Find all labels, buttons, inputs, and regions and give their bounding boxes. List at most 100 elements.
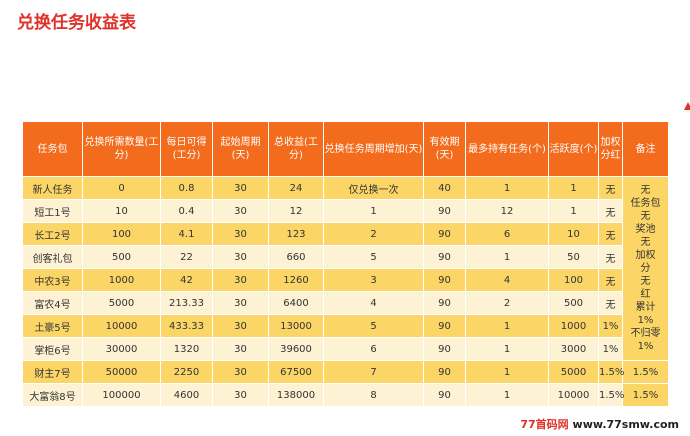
- table-cell: 138000: [268, 383, 324, 407]
- table-cell: 无: [598, 199, 623, 223]
- table-cell: 90: [423, 291, 466, 315]
- table-cell: 42: [160, 268, 213, 292]
- table-cell: 1: [465, 245, 549, 269]
- table-cell: 无: [598, 245, 623, 269]
- table-cell: 50000: [82, 360, 161, 384]
- remark-text: 分: [640, 263, 651, 274]
- table-cell: 10: [82, 199, 161, 223]
- remark-overlap-value: 无: [640, 237, 651, 248]
- column-header: 有效期(天): [423, 121, 466, 177]
- table-cell: 1260: [268, 268, 324, 292]
- table-row: 土豪5号 10000 433.33 30 13000 5 90 1 1000 1%: [22, 314, 669, 338]
- table-cell: 30: [212, 176, 269, 200]
- table-cell: 90: [423, 222, 466, 246]
- table-cell: 4: [323, 291, 424, 315]
- table-cell: 中农3号: [22, 268, 83, 292]
- table-cell: 30: [212, 383, 269, 407]
- remark-overlap-value: 1%: [637, 315, 654, 326]
- table-cell: 1.5%: [598, 383, 624, 407]
- table-cell: 30000: [82, 337, 161, 361]
- table-cell: 无: [598, 176, 623, 200]
- table-cell: 5000: [548, 360, 599, 384]
- remark-overlap-value: 无: [640, 276, 651, 287]
- table-cell: 90: [423, 337, 466, 361]
- table-cell: 1.5%: [598, 360, 624, 384]
- table-cell: 40: [423, 176, 466, 200]
- table-row: 大富翁8号 100000 4600 30 138000 8 90 1 10000 1.5% 1.5%: [22, 383, 669, 407]
- watermark: 77首码网 www.77smw.com: [517, 416, 682, 432]
- table-cell: 短工1号: [22, 199, 83, 223]
- remark-text: 无: [640, 185, 651, 196]
- table-row: 长工2号 100 4.1 30 123 2 90 6 10 无: [22, 222, 669, 246]
- column-header: 兑换任务周期增加(天): [323, 121, 424, 177]
- table-cell: 30: [212, 268, 269, 292]
- table-cell: 10: [548, 222, 599, 246]
- table-cell: 2250: [160, 360, 213, 384]
- table-row: 富农4号 5000 213.33 30 6400 4 90 2 500 无: [22, 291, 669, 315]
- remark-text: 不归零: [630, 328, 661, 339]
- column-header: 最多持有任务(个): [465, 121, 549, 177]
- table-cell: 30: [212, 291, 269, 315]
- table-row: 掌柜6号 30000 1320 30 39600 6 90 1 3000 1%: [22, 337, 669, 361]
- table-cell: 100: [548, 268, 599, 292]
- table-cell: 6400: [268, 291, 324, 315]
- table-cell: 22: [160, 245, 213, 269]
- table-cell: 90: [423, 383, 466, 407]
- remark-text: 加权: [635, 250, 656, 261]
- table-cell: 1: [323, 199, 424, 223]
- table-cell: 500: [548, 291, 599, 315]
- table-cell: 1: [465, 337, 549, 361]
- table-cell: 5: [323, 245, 424, 269]
- table-cell: 5: [323, 314, 424, 338]
- remark-text: 任务包: [630, 198, 661, 209]
- remark-text: 红: [640, 289, 651, 300]
- remark-text: 累计: [635, 302, 656, 313]
- table-row: 创客礼包 500 22 30 660 5 90 1 50 无: [22, 245, 669, 269]
- remark-overlap-value: 1%: [637, 341, 654, 352]
- table-cell: 30: [212, 245, 269, 269]
- column-header: 每日可得(工分): [160, 121, 213, 177]
- table-cell: 90: [423, 360, 466, 384]
- table-cell: 10000: [548, 383, 599, 407]
- table-cell: 433.33: [160, 314, 213, 338]
- table-cell: 6: [465, 222, 549, 246]
- table-cell: 100: [82, 222, 161, 246]
- table-row: 中农3号 1000 42 30 1260 3 90 4 100 无: [22, 268, 669, 292]
- table-cell: 30: [212, 199, 269, 223]
- table-cell: 30: [212, 222, 269, 246]
- table-cell: 12: [465, 199, 549, 223]
- table-cell: 新人任务: [22, 176, 83, 200]
- table-cell: 4: [465, 268, 549, 292]
- table-cell: 7: [323, 360, 424, 384]
- table-cell: 1%: [598, 337, 623, 361]
- table-cell: 660: [268, 245, 324, 269]
- table-row: 新人任务 0 0.8 30 24 仅兑换一次 40 1 1 无无任务包无奖池无加权分无红累计 1% 不…: [22, 176, 669, 361]
- column-header: 总收益(工分): [268, 121, 324, 177]
- table-row: 财主7号 50000 2250 30 67500 7 90 1 5000 1.5% 1.5%: [22, 360, 669, 384]
- table-cell: 30: [212, 314, 269, 338]
- table-cell: 掌柜6号: [22, 337, 83, 361]
- table-cell: 1000: [548, 314, 599, 338]
- table-cell: 6: [323, 337, 424, 361]
- table-cell: 12: [268, 199, 324, 223]
- table-cell: 1%: [598, 314, 623, 338]
- table-cell: 1: [465, 176, 549, 200]
- table-cell: 土豪5号: [22, 314, 83, 338]
- table-cell: 1: [548, 199, 599, 223]
- table-cell: 2: [465, 291, 549, 315]
- remark-text: 奖池: [635, 224, 656, 235]
- table-cell: 1: [465, 360, 549, 384]
- table-cell: 8: [323, 383, 424, 407]
- table-cell: 3000: [548, 337, 599, 361]
- table-cell: 213.33: [160, 291, 213, 315]
- table-cell: 4.1: [160, 222, 213, 246]
- table-cell: 10000: [82, 314, 161, 338]
- remark-cell: 1.5%: [622, 360, 669, 384]
- table-cell: 67500: [268, 360, 324, 384]
- table-cell: 无: [598, 222, 623, 246]
- exchange-task-table: 任务包 兑换所需数量(工分) 每日可得(工分) 起始周期(天) 总收益(工分) 兑换任务周…: [22, 121, 669, 407]
- remark-overlap-value: 无: [640, 211, 651, 222]
- table-cell: 大富翁8号: [22, 383, 83, 407]
- table-cell: 1: [548, 176, 599, 200]
- column-header: 活跃度(个): [548, 121, 599, 177]
